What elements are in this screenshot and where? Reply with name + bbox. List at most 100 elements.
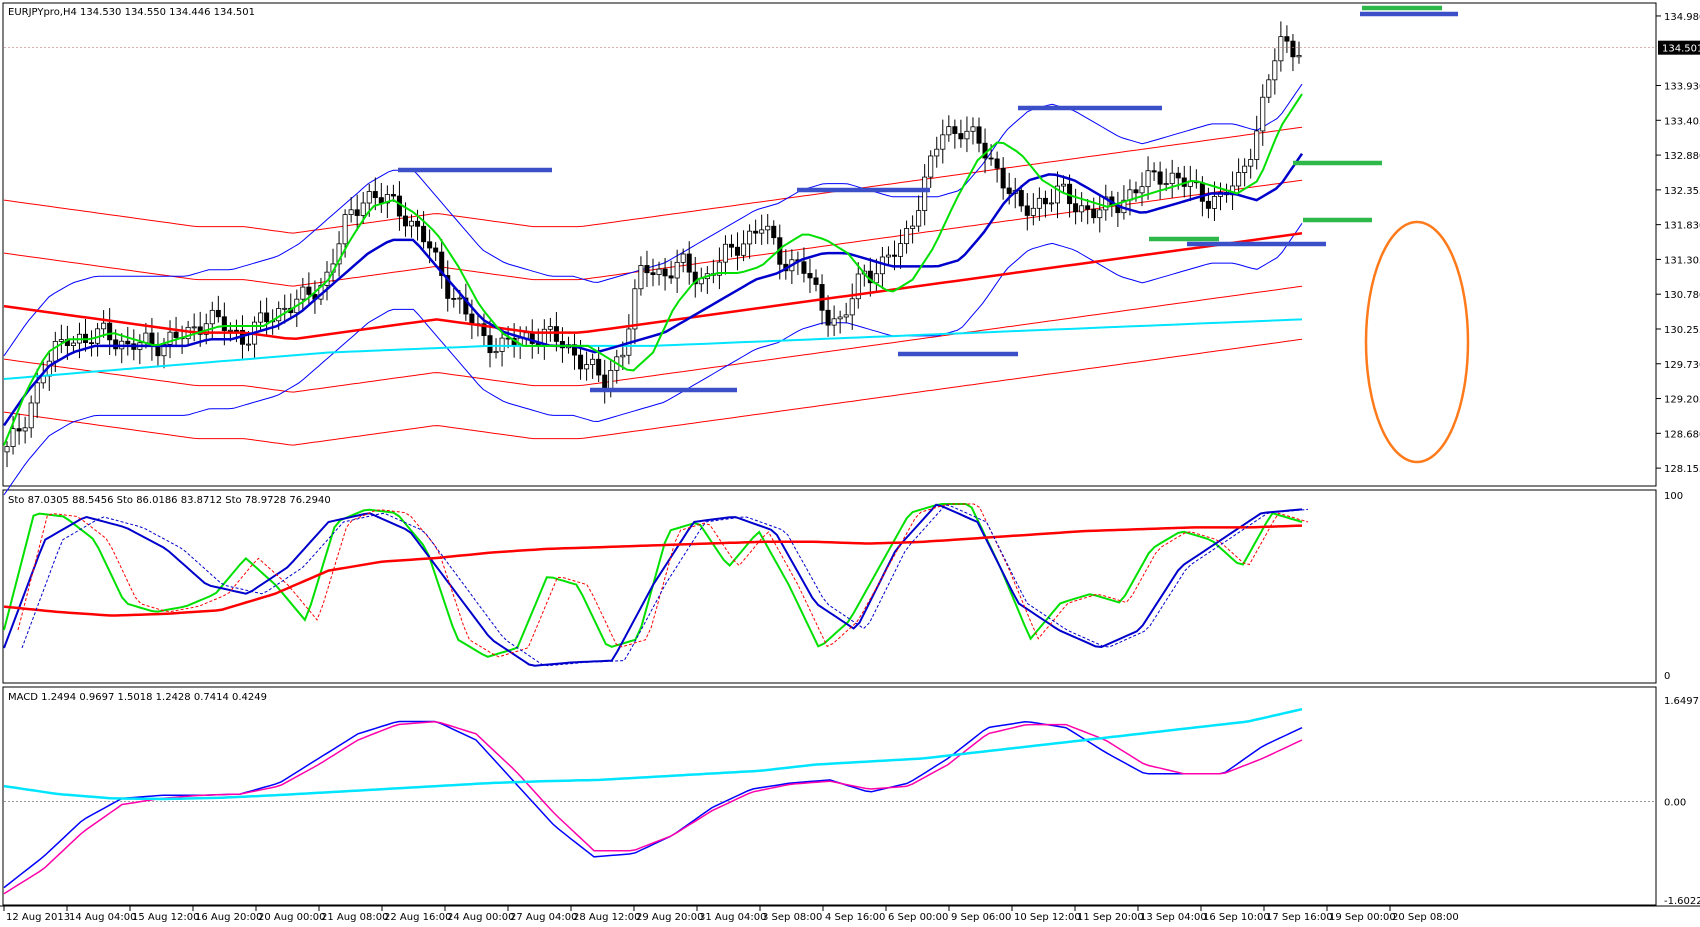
candle-body — [680, 253, 686, 263]
candle-body — [1000, 167, 1006, 189]
annotation-ellipse — [1364, 220, 1470, 464]
candle-body — [4, 446, 10, 453]
time-tick-label: 31 Aug 04:00 — [699, 912, 766, 923]
candle-body — [1073, 203, 1079, 213]
candle-body — [922, 176, 928, 212]
candle-body — [940, 134, 946, 150]
candle-body — [457, 297, 463, 300]
time-tick-label: 28 Aug 12:00 — [573, 912, 640, 923]
candle-body — [771, 225, 777, 239]
stochastic-panel-header: Sto 87.0305 88.5456 Sto 86.0186 83.8712 … — [8, 495, 331, 506]
candle-body — [143, 332, 149, 344]
candle-body — [402, 215, 408, 227]
candle-body — [415, 220, 421, 227]
candle-body — [52, 341, 58, 362]
candle-body — [306, 286, 312, 295]
macd-tick-label: 1.6497 — [1664, 696, 1699, 707]
time-tick-label: 29 Aug 20:00 — [636, 912, 703, 923]
candle-body — [300, 286, 306, 300]
ma-mid-line — [2, 152, 1304, 427]
candle-body — [596, 358, 602, 376]
candle-body — [463, 297, 469, 315]
candle-body — [916, 210, 922, 227]
time-tick-label: 9 Sep 06:00 — [951, 912, 1011, 923]
candle-body — [1061, 183, 1067, 187]
price-tick-label: 129.205 — [1664, 395, 1700, 406]
stochastic-line-stoch_signal — [3, 524, 1303, 617]
candle-body — [1284, 36, 1290, 42]
candle-body — [264, 312, 270, 323]
candle-body — [885, 254, 891, 258]
price-tick-label: 134.980 — [1664, 12, 1700, 23]
price-panel-frame — [2, 2, 1657, 487]
candle-body — [1097, 209, 1103, 219]
candle-body — [1085, 205, 1091, 210]
candle-body — [396, 195, 402, 217]
candle-body — [1211, 196, 1217, 209]
candle-body — [976, 126, 982, 144]
candle-body — [433, 247, 439, 253]
candle-body — [952, 126, 958, 134]
candle-body — [10, 428, 16, 447]
price-tick-label: 133.930 — [1664, 82, 1700, 93]
candle-body — [855, 273, 861, 300]
candle-body — [958, 133, 964, 140]
candle-body — [282, 307, 288, 310]
candle-body — [559, 341, 565, 349]
macd-line-macd_cyan — [3, 707, 1303, 801]
candle-body — [445, 275, 451, 299]
candle-body — [747, 230, 753, 245]
candle-body — [1145, 170, 1151, 188]
price-tick-label: 129.730 — [1664, 360, 1700, 371]
macd-tick-label: -1.6022 — [1664, 896, 1700, 907]
candle-body — [378, 197, 384, 204]
current-price-box — [1658, 40, 1700, 55]
macd-panel-header: MACD 1.2494 0.9697 1.5018 1.2428 0.7414 … — [8, 692, 267, 703]
candle-body — [873, 273, 879, 284]
candle-body — [722, 243, 728, 263]
time-tick-label: 27 Aug 04:00 — [510, 912, 577, 923]
candle-body — [40, 375, 46, 384]
time-tick-label: 20 Sep 08:00 — [1392, 912, 1459, 923]
candle-body — [390, 194, 396, 197]
candle-body — [22, 427, 28, 432]
candle-body — [487, 335, 493, 354]
candle-body — [898, 243, 904, 257]
price-tick-label: 128.155 — [1664, 464, 1700, 475]
candle-body — [366, 191, 372, 204]
candle-body — [107, 322, 113, 341]
stochastic-line-stoch_blue — [3, 503, 1303, 667]
candle-body — [427, 241, 433, 249]
candle-body — [89, 342, 95, 345]
candle-body — [553, 326, 559, 342]
candle-body — [602, 374, 608, 389]
candle-body — [276, 308, 282, 322]
candle-body — [372, 191, 378, 199]
candle-body — [728, 243, 734, 248]
candle-body — [837, 316, 843, 320]
candle-body — [1199, 182, 1205, 202]
candle-body — [421, 225, 427, 243]
stochastic-signal-dashed-2 — [21, 504, 1309, 667]
time-tick-label: 16 Aug 20:00 — [195, 912, 262, 923]
price-tick-label: 132.355 — [1664, 186, 1700, 197]
candle-body — [741, 243, 747, 256]
time-tick-label: 12 Aug 2013 — [6, 912, 70, 923]
candle-body — [753, 230, 759, 234]
candle-body — [662, 268, 668, 277]
candle-body — [946, 126, 952, 136]
macd-line-macd_signal — [3, 720, 1303, 895]
candle-body — [167, 331, 173, 345]
candle-body — [1048, 202, 1054, 205]
bollinger-upper — [3, 83, 1303, 357]
candle-body — [191, 326, 197, 329]
candle-body — [686, 253, 692, 273]
time-tick-label: 24 Aug 00:00 — [447, 912, 514, 923]
candle-body — [34, 382, 40, 404]
candle-body — [620, 354, 626, 358]
candle-body — [1296, 55, 1302, 58]
candle-body — [221, 316, 227, 331]
candle-body — [481, 323, 487, 337]
ma-long-line — [3, 318, 1303, 380]
